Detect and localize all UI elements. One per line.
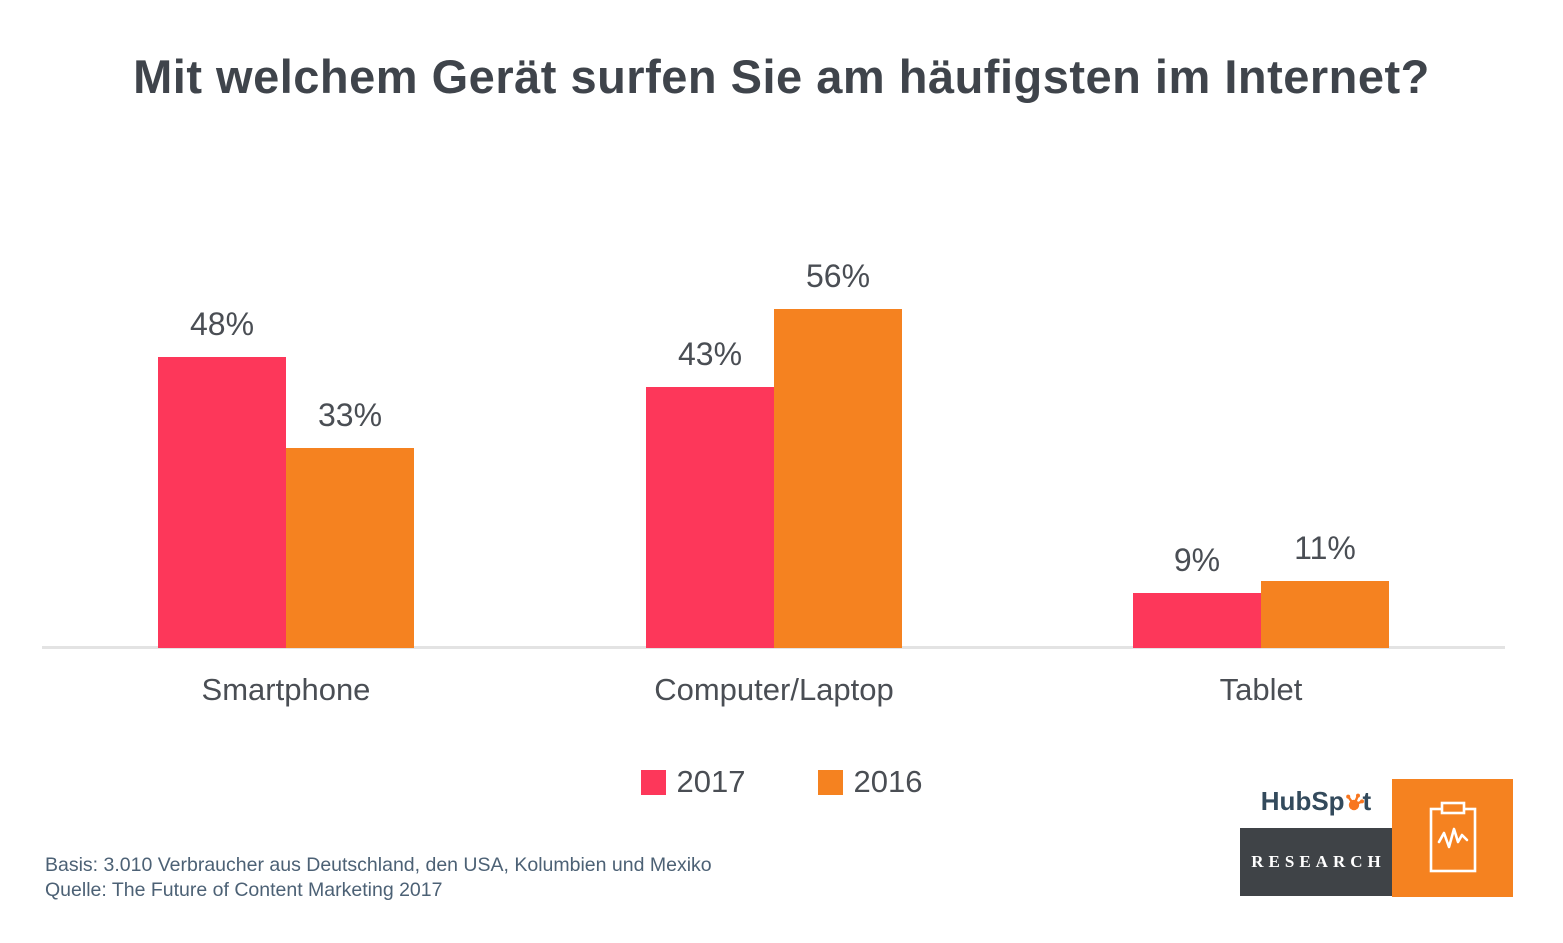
bar-group-computer-laptop: 43% 56% <box>646 258 902 648</box>
value-label-2016-smartphone: 33% <box>317 397 383 433</box>
category-label-smartphone: Smartphone <box>201 672 371 707</box>
bar-2016-tablet: 11% <box>1261 530 1389 648</box>
research-badge: RESEARCH <box>1240 828 1392 896</box>
bar-rect <box>286 448 414 648</box>
wordmark-text-after: t <box>1362 786 1372 816</box>
bar-rect <box>774 309 902 648</box>
bar-group-tablet: 9% 11% <box>1133 530 1389 648</box>
legend-swatch-icon <box>640 769 666 795</box>
legend-label: 2016 <box>853 764 923 799</box>
bar-rect <box>158 357 286 648</box>
bar-rect <box>646 387 774 648</box>
legend-label: 2017 <box>676 764 746 799</box>
bar-2016-smartphone: 33% <box>286 397 414 648</box>
legend-swatch-icon <box>817 769 843 795</box>
value-label-2016-computer-laptop: 56% <box>805 258 871 294</box>
hubspot-wordmark: HubSp t <box>1240 786 1392 817</box>
research-badge-label: RESEARCH <box>1251 852 1386 871</box>
bar-2017-computer-laptop: 43% <box>646 336 774 648</box>
chart-legend: 2017 2016 <box>0 764 1563 800</box>
bar-2017-tablet: 9% <box>1133 542 1261 648</box>
bar-rect <box>1261 581 1389 648</box>
footer-basis-line: Basis: 3.010 Verbraucher aus Deutschland… <box>45 854 712 876</box>
category-label-tablet: Tablet <box>1219 672 1303 707</box>
value-label-2017-computer-laptop: 43% <box>677 336 743 372</box>
category-label-computer-laptop: Computer/Laptop <box>654 672 894 707</box>
clipboard-pulse-icon <box>1429 801 1476 873</box>
bar-rect <box>1133 593 1261 648</box>
clipboard-tile <box>1392 779 1513 897</box>
legend-item-2017: 2017 <box>640 764 746 800</box>
value-label-2017-smartphone: 48% <box>189 306 255 342</box>
bar-2017-smartphone: 48% <box>158 306 286 648</box>
wordmark-text-before: HubSp <box>1260 786 1345 816</box>
value-label-2016-tablet: 11% <box>1294 530 1356 566</box>
chart-title: Mit welchem Gerät surfen Sie am häufigst… <box>133 50 1430 103</box>
value-label-2017-tablet: 9% <box>1173 542 1221 578</box>
footer-quelle-line: Quelle: The Future of Content Marketing … <box>45 878 443 901</box>
legend-item-2016: 2016 <box>817 764 923 800</box>
bar-group-smartphone: 48% 33% <box>158 306 414 648</box>
bar-2016-computer-laptop: 56% <box>774 258 902 648</box>
hubspot-sprocket-icon <box>1345 793 1364 811</box>
footer-notes: Basis: 3.010 Verbraucher aus Deutschland… <box>45 853 712 902</box>
